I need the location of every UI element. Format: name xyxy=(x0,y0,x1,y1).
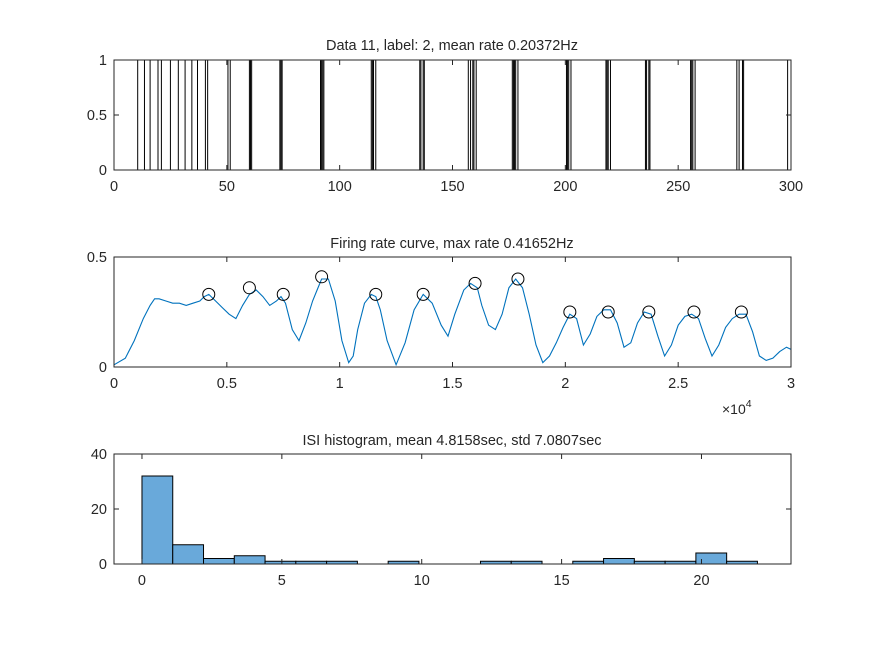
raster-x-ticks: 0 50 100 150 200 250 300 xyxy=(110,60,803,195)
x-tick-label: 2.5 xyxy=(668,376,688,392)
peak-marker xyxy=(202,287,216,301)
histogram-bar xyxy=(233,555,266,565)
rate-x-exponent: ×104 xyxy=(722,398,752,417)
y-tick-label: 1 xyxy=(99,53,107,69)
x-tick-label: 50 xyxy=(219,179,235,195)
x-tick-label: 20 xyxy=(693,573,709,589)
histogram-bar xyxy=(603,558,635,565)
histogram-axes-box xyxy=(113,453,792,565)
peak-marker xyxy=(315,270,329,284)
x-tick-label: 0 xyxy=(138,573,146,589)
x-tick-label: 150 xyxy=(440,179,464,195)
histogram-bars xyxy=(141,475,758,565)
x-tick-label: 1.5 xyxy=(442,376,462,392)
x-tick-label: 200 xyxy=(553,179,577,195)
peak-marker xyxy=(242,281,256,295)
y-tick-label: 0 xyxy=(99,360,107,376)
peak-marker xyxy=(416,287,430,301)
x-tick-label: 5 xyxy=(278,573,286,589)
x-tick-label: 10 xyxy=(414,573,430,589)
x-tick-label: 100 xyxy=(328,179,352,195)
spike-raster-panel: Data 11, label: 2, mean rate 0.20372Hz 0… xyxy=(87,38,803,195)
peak-marker xyxy=(563,305,577,319)
x-tick-label: 0.5 xyxy=(217,376,237,392)
histogram-bar xyxy=(141,475,174,565)
histogram-title: ISI histogram, mean 4.8158sec, std 7.080… xyxy=(302,433,601,449)
y-tick-label: 0 xyxy=(99,557,107,573)
x-tick-label: 250 xyxy=(666,179,690,195)
x-tick-label: 15 xyxy=(554,573,570,589)
histogram-bar xyxy=(203,558,235,565)
peak-marker xyxy=(369,287,383,301)
x-tick-label: 1 xyxy=(336,376,344,392)
isi-histogram-panel: ISI histogram, mean 4.8158sec, std 7.080… xyxy=(91,433,792,589)
histogram-y-ticks: 0 20 40 xyxy=(91,447,791,573)
x-tick-label: 300 xyxy=(779,179,803,195)
y-tick-label: 20 xyxy=(91,502,107,518)
peak-marker xyxy=(642,305,656,319)
y-tick-label: 0.5 xyxy=(87,250,107,266)
rate-title: Firing rate curve, max rate 0.41652Hz xyxy=(330,236,573,252)
x-tick-label: 3 xyxy=(787,376,795,392)
x-tick-label: 0 xyxy=(110,179,118,195)
peak-marker xyxy=(734,305,748,319)
spike-lines xyxy=(137,60,789,170)
raster-title: Data 11, label: 2, mean rate 0.20372Hz xyxy=(326,38,578,54)
histogram-x-ticks: 0 5 10 15 20 xyxy=(138,454,710,589)
histogram-bar xyxy=(695,552,728,565)
histogram-bar xyxy=(172,544,205,565)
peak-marker xyxy=(511,272,525,286)
peak-marker xyxy=(687,305,701,319)
peak-marker xyxy=(601,305,615,319)
peak-marker xyxy=(468,276,482,290)
rate-curve xyxy=(113,278,792,367)
rate-peak-markers xyxy=(202,270,748,319)
x-tick-label: 0 xyxy=(110,376,118,392)
rate-axes-box xyxy=(113,256,792,368)
x-tick-label: 2 xyxy=(561,376,569,392)
raster-axes-box xyxy=(113,59,792,171)
peak-marker xyxy=(276,287,290,301)
y-tick-label: 0.5 xyxy=(87,108,107,124)
y-tick-label: 40 xyxy=(91,447,107,463)
y-tick-label: 0 xyxy=(99,163,107,179)
